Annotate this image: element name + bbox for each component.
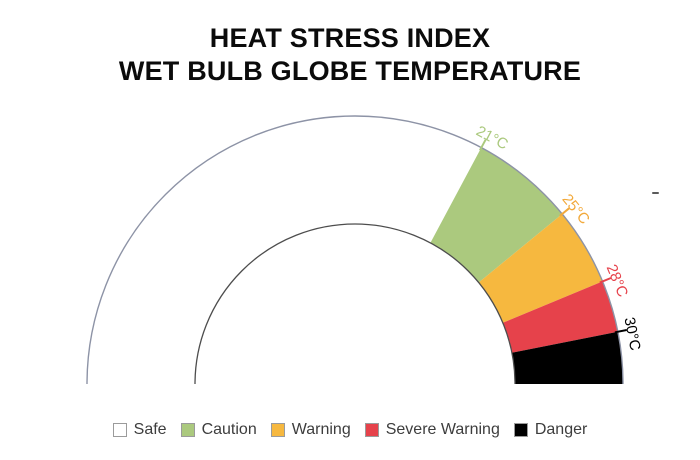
gauge-inner-arc xyxy=(194,223,516,385)
legend-label-severe-warning: Severe Warning xyxy=(385,421,500,438)
legend-item-danger[interactable]: Danger xyxy=(513,421,588,439)
gauge-outer-arc xyxy=(86,115,624,385)
legend-swatch-severe-warning xyxy=(364,423,379,437)
legend-swatch-danger xyxy=(513,423,528,437)
gauge-segment-warning xyxy=(478,214,603,323)
legend-label-caution: Caution xyxy=(201,421,257,438)
legend-item-severe-warning[interactable]: Severe Warning xyxy=(364,421,500,439)
gauge-segment-safe xyxy=(86,115,482,384)
stray-dash-artifact xyxy=(652,192,659,194)
legend: Safe Caution Warning Severe Warning Dang… xyxy=(0,421,700,439)
chart-title-line2: WET BULB GLOBE TEMPERATURE xyxy=(118,55,582,86)
legend-swatch-warning xyxy=(270,423,285,437)
legend-item-warning[interactable]: Warning xyxy=(270,421,351,439)
legend-item-safe[interactable]: Safe xyxy=(112,421,167,439)
chart-title: HEAT STRESS INDEX WET BULB GLOBE TEMPERA… xyxy=(0,22,700,88)
gauge-segment-caution xyxy=(430,147,563,283)
gauge-segment-danger xyxy=(511,331,624,384)
legend-swatch-caution xyxy=(180,423,195,437)
legend-label-safe: Safe xyxy=(133,421,167,438)
gauge-segment-severe-warning xyxy=(502,281,618,353)
legend-swatch-safe xyxy=(112,423,127,437)
legend-label-warning: Warning xyxy=(291,421,351,438)
gauge-tick-30-c xyxy=(614,329,627,334)
legend-item-caution[interactable]: Caution xyxy=(180,421,257,439)
gauge-tick-label-30-c: 30°C xyxy=(620,316,643,352)
legend-label-danger: Danger xyxy=(534,421,588,438)
gauge-tick-21-c xyxy=(479,139,487,151)
gauge-tick-25-c xyxy=(559,207,570,217)
chart-title-line1: HEAT STRESS INDEX xyxy=(209,23,491,53)
gauge-tick-28-c xyxy=(599,277,612,284)
